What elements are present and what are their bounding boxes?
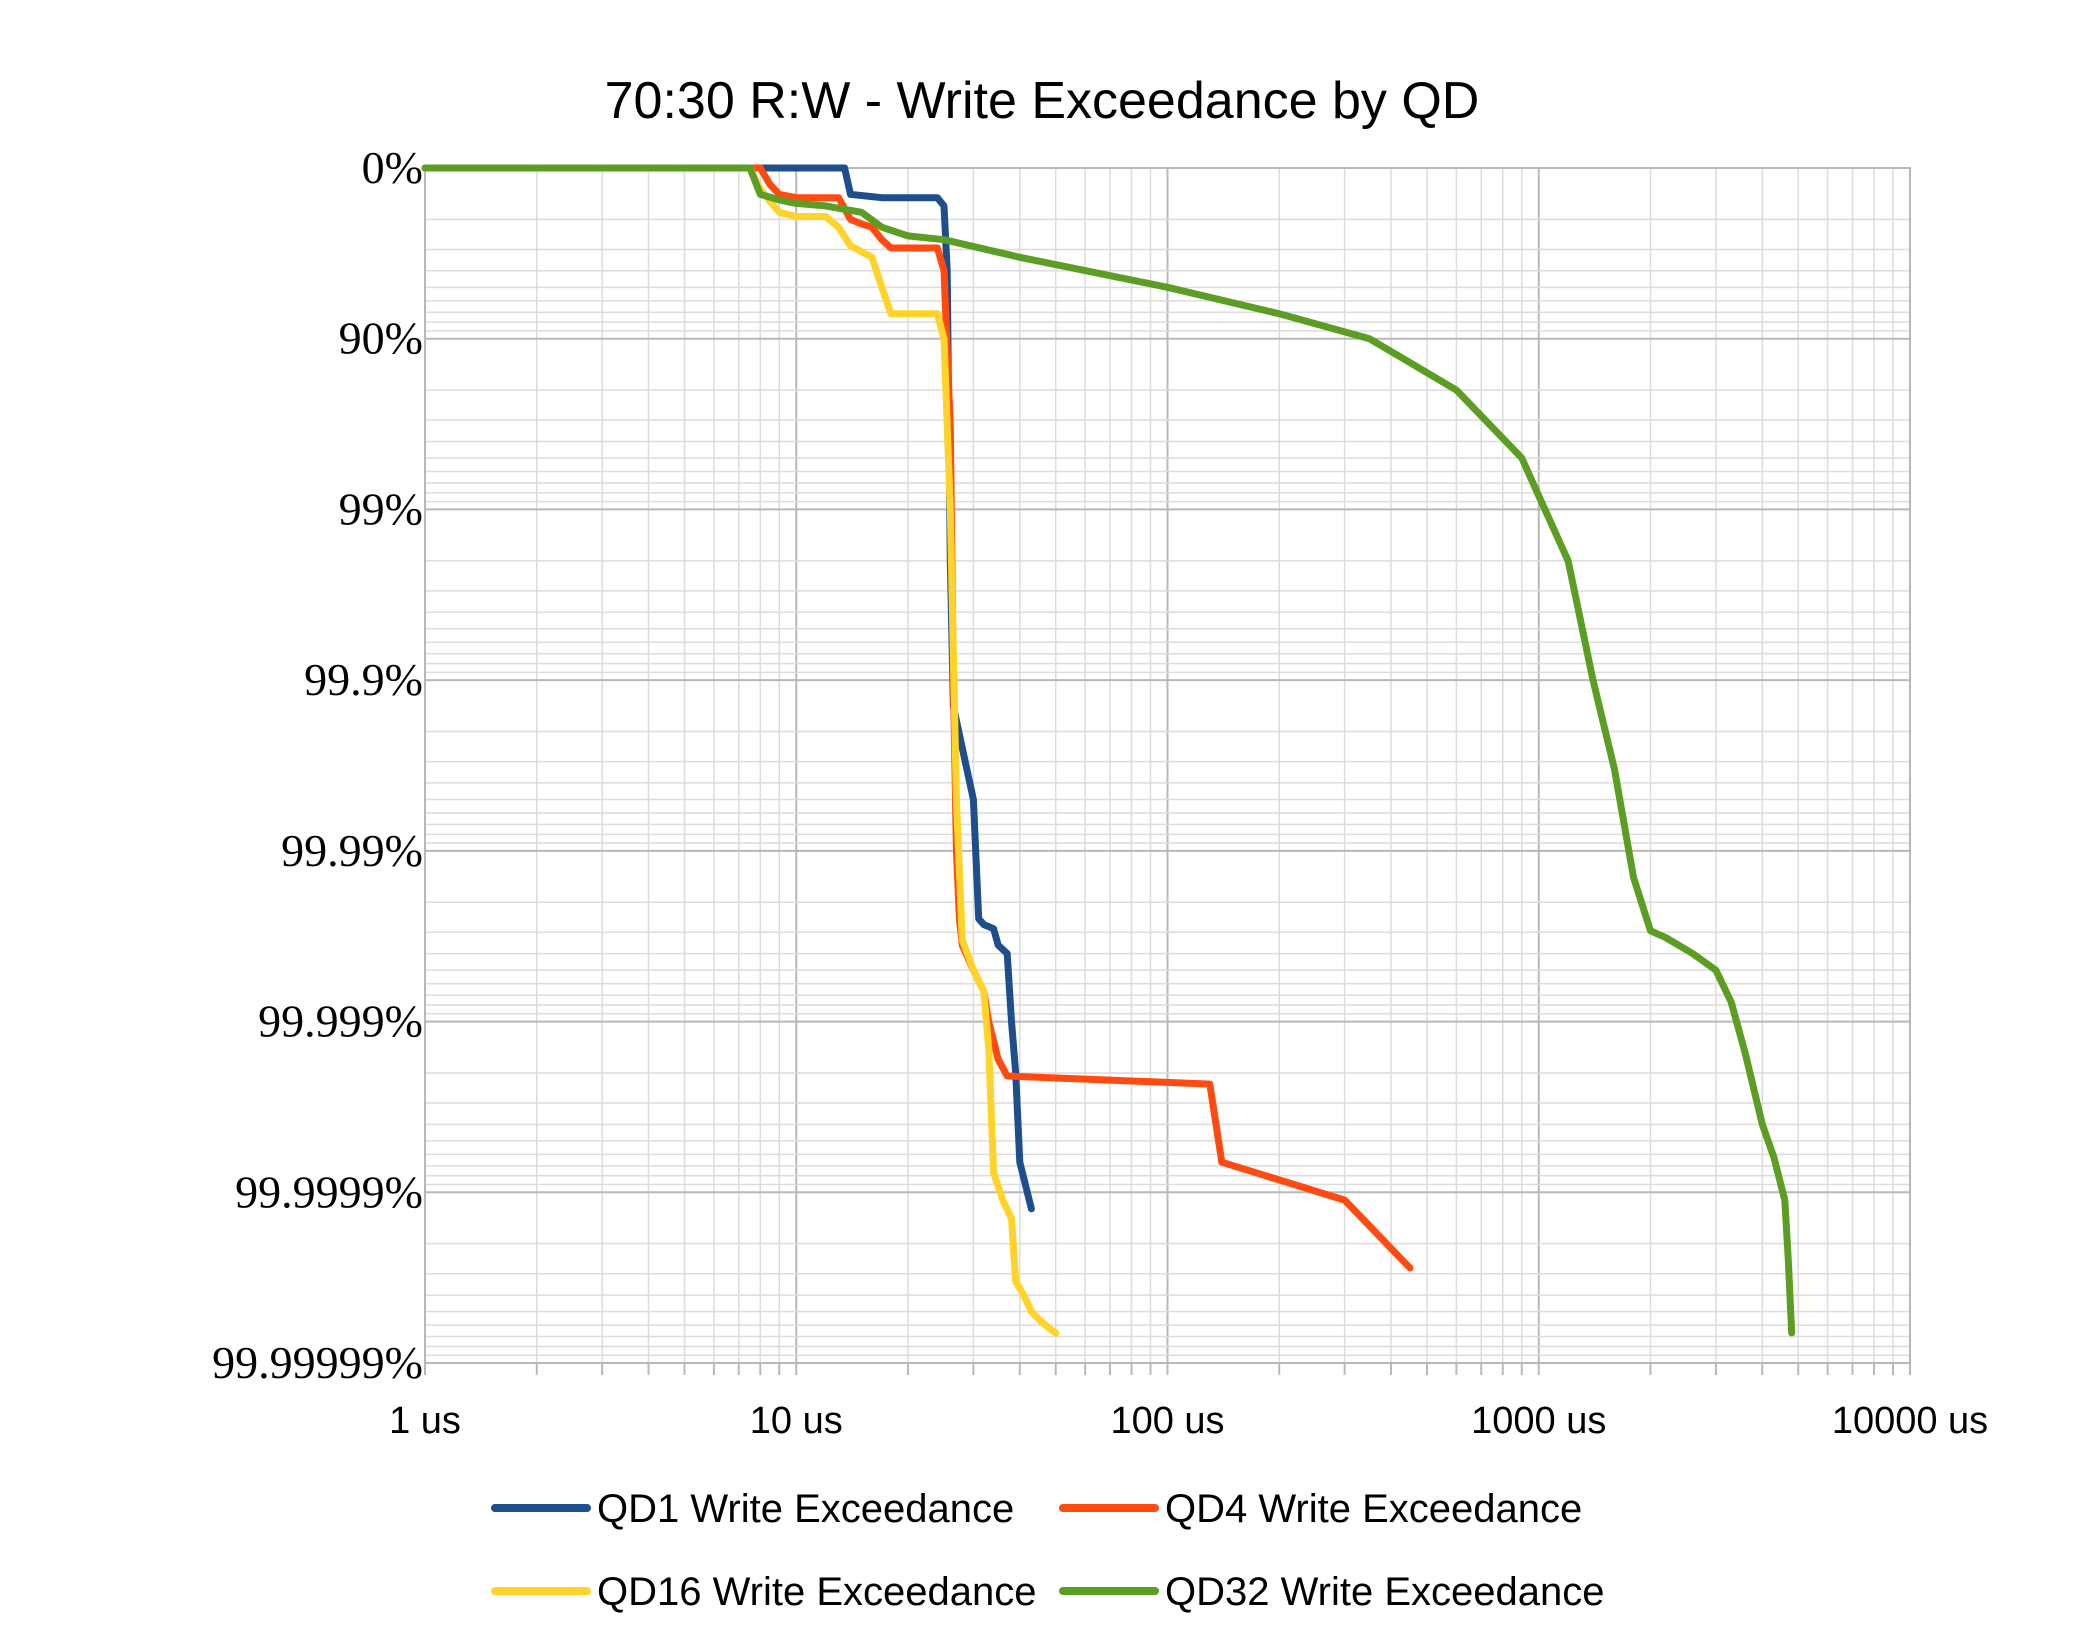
y-tick-label: 99.9% (304, 654, 423, 705)
x-axis-tick-labels: 1 us 10 us 100 us 1000 us 10000 us (389, 1400, 1988, 1442)
legend-label: QD4 Write Exceedance (1165, 1487, 1582, 1531)
series-lines (421, 164, 1796, 1337)
x-tick-label: 1 us (389, 1400, 461, 1442)
chart-legend: QD1 Write Exceedance QD4 Write Exceedance… (491, 1487, 1604, 1614)
x-tick-label: 1000 us (1471, 1400, 1606, 1442)
plot-area-border (424, 167, 1911, 1364)
legend-label: QD1 Write Exceedance (597, 1487, 1014, 1531)
y-tick-label: 90% (339, 313, 423, 364)
series-line-3 (421, 164, 1060, 1337)
y-tick-label: 0% (362, 142, 423, 193)
series-line-4 (421, 164, 1796, 1337)
series-line-1 (421, 164, 1035, 1213)
y-tick-label: 99.9999% (235, 1166, 423, 1217)
legend-label: QD16 Write Exceedance (597, 1570, 1036, 1614)
x-tick-label: 10000 us (1832, 1400, 1988, 1442)
chart-title: 70:30 R:W - Write Exceedance by QD (605, 72, 1480, 130)
y-tick-label: 99.99999% (212, 1337, 423, 1388)
x-tick-label: 100 us (1110, 1400, 1224, 1442)
x-tick-label: 10 us (750, 1400, 843, 1442)
grid-lines (424, 167, 1911, 1375)
y-tick-label: 99.99% (281, 825, 423, 876)
y-tick-label: 99.999% (258, 996, 423, 1047)
y-axis-tick-labels: 0% 90% 99% 99.9% 99.99% 99.999% 99.9999% 99.999… (212, 142, 423, 1388)
y-tick-label: 99% (339, 483, 423, 534)
legend-label: QD32 Write Exceedance (1165, 1570, 1604, 1614)
